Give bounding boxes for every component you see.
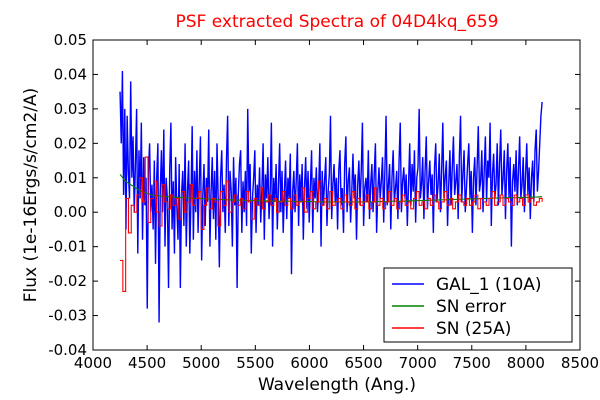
x-axis: 4000 4500 5000 5500 6000 6500 7000 7500 8000 8500 xyxy=(74,40,599,372)
x-tick: 5500 xyxy=(236,40,274,372)
x-axis-label: Wavelength (Ang.) xyxy=(258,375,416,395)
x-tick: 6000 xyxy=(290,40,329,372)
x-tick-label: 7000 xyxy=(399,354,437,372)
x-tick-label: 5000 xyxy=(182,354,220,372)
x-tick-label: 5500 xyxy=(236,354,274,372)
y-axis-label: Flux (1e-16Ergs/s/cm2/A) xyxy=(21,88,41,303)
x-tick-label: 6000 xyxy=(290,354,328,372)
y-tick-label: 0.02 xyxy=(54,134,87,152)
y-tick-label: 0.05 xyxy=(54,31,87,49)
x-tick-label: 8500 xyxy=(561,354,599,372)
plot-area-frame xyxy=(92,39,581,351)
chart-title: PSF extracted Spectra of 04D4kq_659 xyxy=(176,12,499,32)
y-tick: 0.02 xyxy=(54,134,580,152)
x-tick-label: 4500 xyxy=(128,354,166,372)
legend-label: GAL_1 (10A) xyxy=(436,275,542,295)
legend-label: SN error xyxy=(436,297,506,317)
x-tick: 8500 xyxy=(561,40,599,372)
y-tick-label: 0.00 xyxy=(54,203,87,221)
y-axis: -0.04 -0.03 -0.02 -0.01 0.00 0.01 0.02 0.03 0.04… xyxy=(48,31,580,359)
x-tick: 7500 xyxy=(453,40,491,372)
x-tick: 4500 xyxy=(128,40,166,372)
x-tick-label: 6500 xyxy=(344,354,382,372)
y-tick: 0.05 xyxy=(54,31,580,49)
x-tick: 5000 xyxy=(182,40,220,372)
y-tick-label: 0.01 xyxy=(54,169,87,187)
legend-entry: SN error xyxy=(392,297,506,317)
y-tick-label: -0.01 xyxy=(48,238,87,256)
y-tick: 0.03 xyxy=(54,100,580,118)
y-tick: -0.01 xyxy=(48,238,580,256)
y-tick: -0.02 xyxy=(48,272,580,290)
x-tick: 7000 xyxy=(399,40,437,372)
legend-entry: SN (25A) xyxy=(392,319,511,339)
y-tick-label: -0.04 xyxy=(48,341,87,359)
y-tick-label: -0.02 xyxy=(48,272,87,290)
legend-entry: GAL_1 (10A) xyxy=(392,275,542,295)
y-tick: -0.03 xyxy=(48,307,580,325)
x-tick: 8000 xyxy=(507,40,545,372)
y-tick-label: 0.04 xyxy=(54,65,87,83)
legend-box xyxy=(383,267,573,343)
series-layer xyxy=(119,70,543,323)
legend-label: SN (25A) xyxy=(436,319,511,339)
y-tick: 0.00 xyxy=(54,203,580,221)
y-tick: -0.04 xyxy=(48,341,580,359)
series-line-3 xyxy=(120,156,543,292)
x-tick-label: 4000 xyxy=(74,354,112,372)
x-tick-label: 8000 xyxy=(507,354,545,372)
y-tick: 0.01 xyxy=(54,169,580,187)
y-tick-label: -0.03 xyxy=(48,307,87,325)
y-tick-label: 0.03 xyxy=(54,100,87,118)
x-tick-label: 7500 xyxy=(453,354,491,372)
x-tick: 6500 xyxy=(344,40,383,372)
x-tick: 4000 xyxy=(74,40,112,372)
y-tick: 0.04 xyxy=(54,65,580,83)
